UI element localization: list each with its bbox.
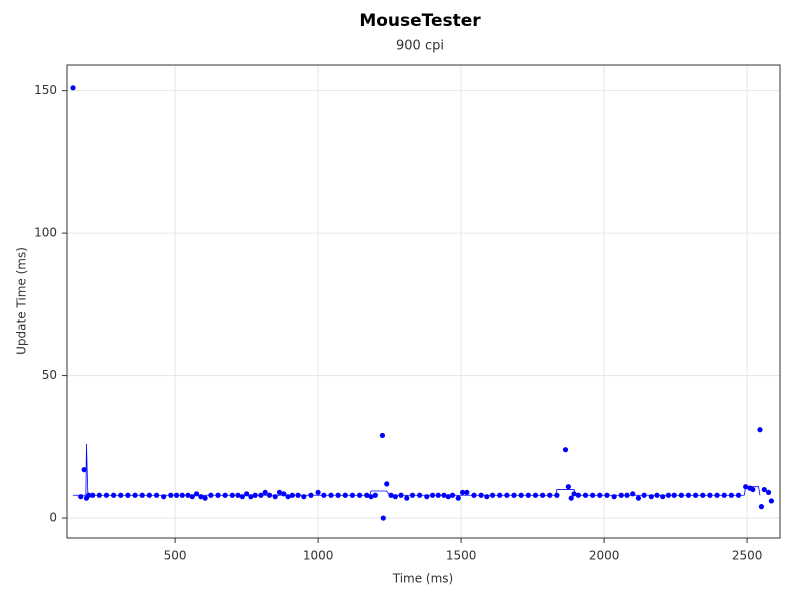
point (455, 495, 461, 501)
point (757, 427, 763, 433)
point (568, 495, 574, 501)
x-tick-label: 2000 (589, 549, 620, 563)
point (70, 85, 76, 91)
point (404, 495, 410, 501)
point (276, 489, 283, 496)
y-tick-label: 100 (34, 226, 57, 240)
point (459, 489, 466, 496)
y-tick-label: 0 (49, 511, 57, 525)
point (202, 495, 208, 501)
point (758, 504, 765, 510)
plot-frame (66, 64, 781, 539)
point (565, 484, 571, 490)
line (73, 443, 761, 496)
point (761, 486, 767, 493)
point (750, 486, 756, 493)
x-tick-label: 500 (164, 549, 187, 563)
point (380, 515, 386, 521)
point (262, 489, 268, 496)
point (384, 481, 390, 487)
point (379, 432, 386, 439)
point (765, 489, 772, 496)
point (315, 489, 321, 496)
point (372, 492, 378, 498)
point (768, 498, 775, 504)
x-tick-label: 1500 (446, 549, 477, 563)
chart-subtitle: 900 cpi (396, 39, 444, 54)
point (464, 489, 470, 496)
y-axis-title: Update Time (ms) (15, 247, 29, 355)
chart-title: MouseTester (359, 11, 481, 31)
point (81, 467, 87, 473)
point (635, 495, 642, 501)
x-tick-label: 1000 (303, 549, 334, 563)
y-tick-label: 150 (34, 83, 57, 97)
x-tick-label: 2500 (732, 549, 763, 563)
y-tick-label: 50 (42, 368, 57, 382)
x-axis-title: Time (ms) (392, 572, 454, 586)
point (562, 447, 569, 453)
